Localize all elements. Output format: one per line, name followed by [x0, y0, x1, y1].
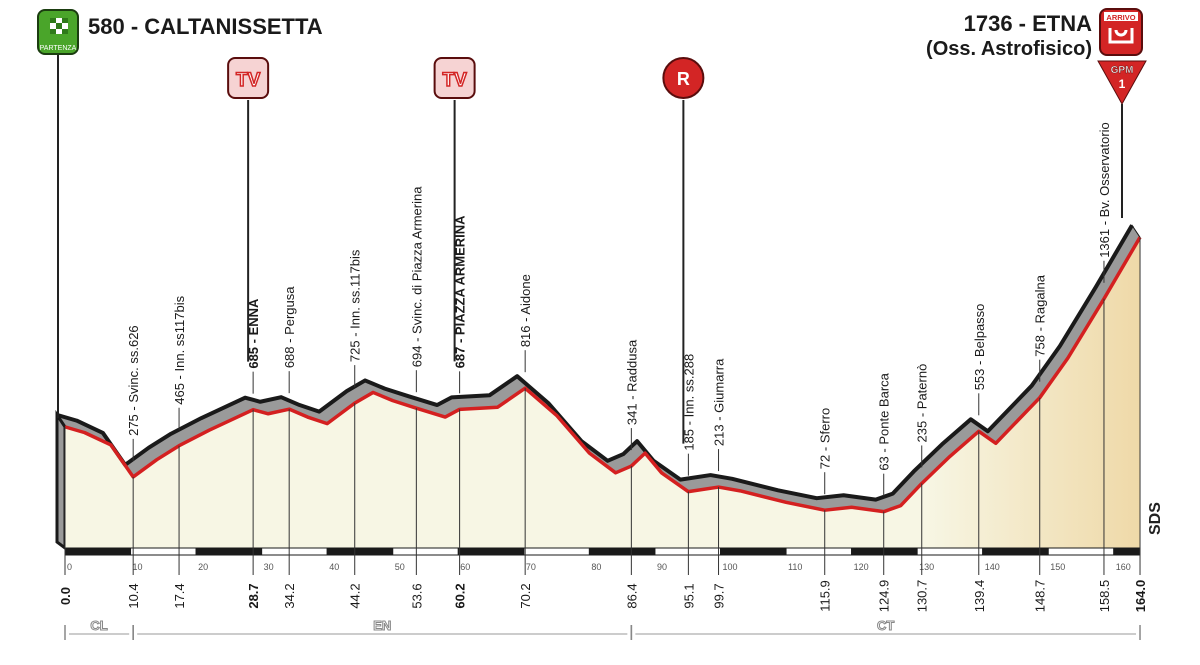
km-label: 44.2	[348, 583, 363, 608]
km-scale-segment	[392, 547, 459, 556]
km-tick-label: 0	[67, 562, 72, 572]
km-scale-segment	[588, 547, 656, 556]
km-scale-segment	[720, 547, 787, 556]
refreshment-icon	[662, 57, 705, 99]
finish-badge-label: ARRIVO	[1106, 13, 1135, 22]
km-label: 53.6	[409, 583, 424, 608]
km-label: 86.4	[624, 583, 639, 608]
km-tick-label: 110	[788, 562, 802, 572]
km-label: 115.9	[818, 580, 833, 612]
km-scale-segment	[523, 547, 590, 556]
km-label: 130.7	[915, 580, 930, 613]
tv-icon-label: TV	[442, 70, 467, 91]
location-label: 63 - Ponte Barca	[877, 372, 892, 470]
location-label: 72 - Sferro	[818, 408, 833, 469]
gpm-category: 1	[1119, 77, 1126, 91]
km-label: 95.1	[681, 583, 696, 608]
km-label: 139.4	[972, 580, 987, 613]
location-label: 341 - Raddusa	[624, 339, 639, 425]
location-label: 185 - Inn. ss.288	[681, 354, 696, 451]
start-badge-label: PARTENZA	[40, 45, 77, 52]
km-scale-segment	[982, 547, 1049, 556]
km-tick-label: 150	[1050, 562, 1065, 572]
km-scale-segment	[64, 547, 132, 556]
refreshment-icon-label: R	[677, 69, 690, 89]
km-label: 28.7	[246, 583, 261, 608]
km-tick-label: 40	[329, 562, 339, 572]
location-label: 465 - Inn. ss117bis	[172, 295, 187, 404]
finish-arch-icon	[1108, 28, 1134, 44]
km-tick-label: 70	[526, 562, 536, 572]
km-tick-label: 50	[395, 562, 405, 572]
location-label: 687 - PIAZZA ARMERINA	[453, 215, 468, 368]
finish-location: 1736 - ETNA	[964, 11, 1092, 36]
tv-icon	[433, 57, 476, 99]
km-scale-segment	[851, 547, 918, 556]
province-code: CT	[877, 618, 894, 633]
km-label: 124.9	[877, 580, 892, 613]
location-label: 1361 - Bv. Osservatorio	[1097, 122, 1112, 258]
km-scale-segment	[261, 547, 328, 556]
km-scale-segment	[130, 547, 197, 556]
km-label: 34.2	[282, 583, 297, 608]
km-label: 0.0	[58, 587, 73, 605]
km-label: 10.4	[126, 583, 141, 608]
location-label: 685 - ENNA	[246, 298, 261, 369]
location-label: 275 - Svinc. ss.626	[126, 325, 141, 436]
gpm-badge: GPM 1	[1097, 60, 1147, 106]
location-label: 553 - Belpasso	[972, 304, 987, 391]
km-tick-label: 10	[133, 562, 143, 572]
profile-start-wall	[55, 409, 67, 551]
km-tick-label: 60	[460, 562, 470, 572]
km-scale-segment	[916, 547, 984, 556]
finish-sublocation: (Oss. Astrofisico)	[926, 38, 1092, 60]
km-tick-label: 30	[264, 562, 274, 572]
gpm-label: GPM	[1111, 65, 1134, 76]
route-line	[64, 236, 1142, 514]
km-scale-segment	[457, 547, 525, 556]
km-label: 99.7	[712, 583, 727, 608]
tv-icon-label: TV	[236, 70, 261, 91]
province-code: CL	[90, 618, 107, 633]
km-scale-segment	[785, 547, 853, 556]
km-label: 60.2	[453, 583, 468, 608]
finish-badge: ARRIVO	[1099, 8, 1143, 56]
km-scale-segment	[326, 547, 394, 556]
location-label: 688 - Pergusa	[282, 286, 297, 368]
km-scale-segment	[654, 547, 722, 556]
location-label: 758 - Ragalna	[1033, 274, 1048, 356]
location-label: 235 - Paternò	[915, 364, 930, 443]
location-label: 725 - Inn. ss.117bis	[348, 249, 363, 362]
province-code: EN	[373, 618, 391, 633]
tv-icon	[227, 57, 270, 99]
km-label: 158.5	[1097, 580, 1112, 613]
km-tick-label: 80	[591, 562, 601, 572]
km-label: 17.4	[172, 583, 187, 608]
checkered-flag-icon	[50, 18, 68, 34]
km-label: 164.0	[1133, 580, 1148, 613]
km-tick-label: 120	[854, 562, 869, 572]
km-tick-label: 90	[657, 562, 667, 572]
sds-logo: SDS	[1147, 502, 1164, 535]
km-scale-segment	[195, 547, 263, 556]
km-label: 70.2	[518, 583, 533, 608]
location-label: 213 - Giumarra	[712, 358, 727, 446]
km-tick-label: 20	[198, 562, 208, 572]
start-badge: PARTENZA	[37, 9, 79, 55]
profile-top-edge	[56, 224, 1134, 502]
profile-fill	[65, 237, 1141, 548]
km-scale-segment	[1113, 547, 1141, 556]
km-tick-label: 130	[919, 562, 934, 572]
km-label: 148.7	[1033, 580, 1048, 613]
km-tick-label: 100	[723, 562, 738, 572]
km-tick-label: 140	[985, 562, 1000, 572]
km-tick-label: 160	[1116, 562, 1131, 572]
location-label: 816 - Aidone	[518, 274, 533, 347]
start-location: 580 - CALTANISSETTA	[88, 14, 323, 39]
location-label: 694 - Svinc. di Piazza Armerina	[409, 186, 424, 367]
